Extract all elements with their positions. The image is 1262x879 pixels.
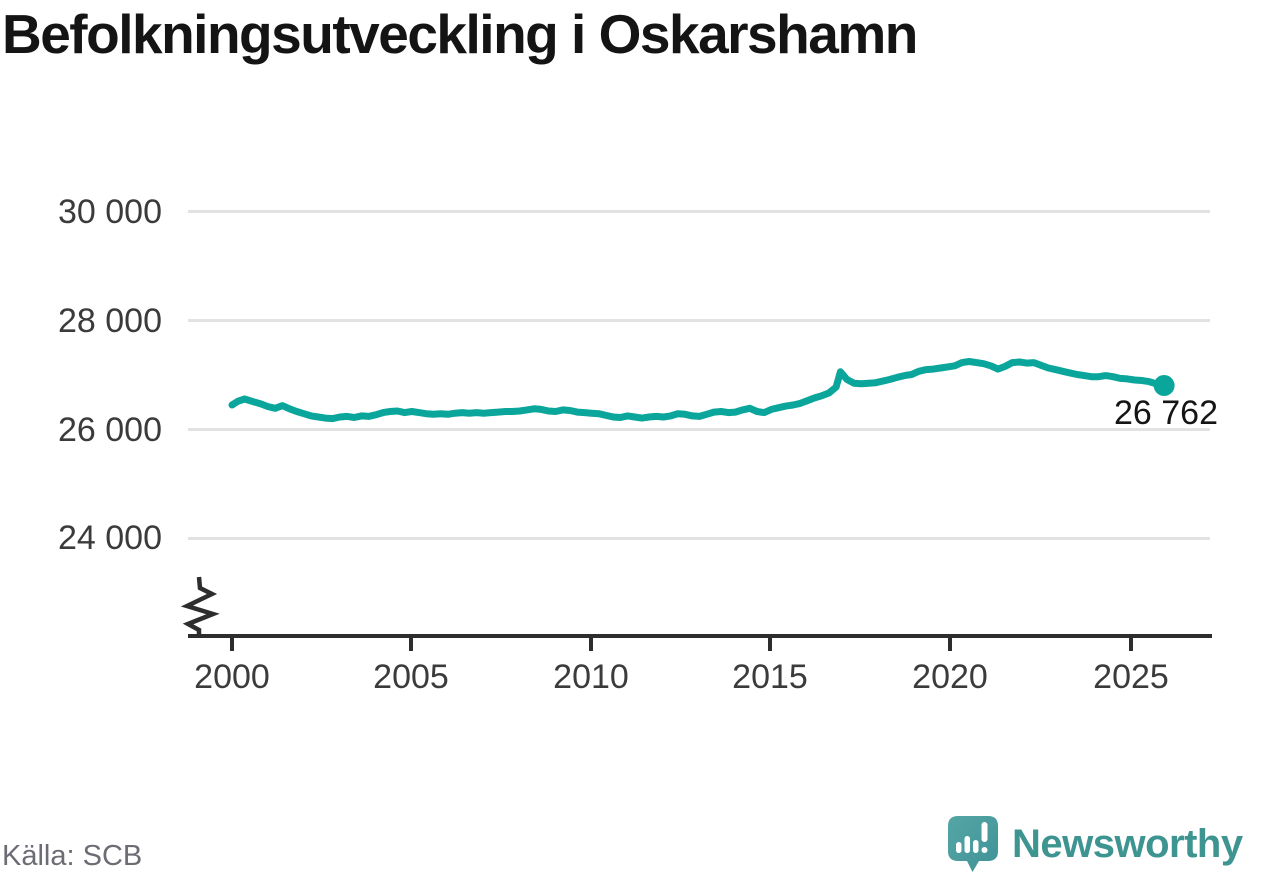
x-tick-2020 [948, 637, 952, 651]
bar-icon-1 [956, 842, 962, 853]
y-tick-label: 24 000 [58, 519, 162, 557]
population-series-line [228, 358, 1168, 423]
gridline-24000 [188, 537, 1210, 540]
x-tick-label: 2015 [732, 658, 808, 696]
y-tick-label: 30 000 [58, 193, 162, 231]
source-note: Källa: SCB [2, 840, 143, 872]
x-tick-2015 [768, 637, 772, 651]
exclamation-bar-icon [981, 822, 988, 842]
x-tick-2005 [409, 637, 413, 651]
x-tick-2010 [589, 637, 593, 651]
brand-name: Newsworthy [1012, 822, 1243, 866]
x-tick-2025 [1129, 637, 1133, 651]
x-tick-label: 2020 [912, 658, 988, 696]
latest-value-dot [1153, 375, 1175, 396]
bar-icon-2 [964, 836, 970, 853]
y-axis-break-icon [180, 576, 220, 636]
newsworthy-logo-icon [948, 816, 998, 872]
y-tick-label: 26 000 [58, 411, 162, 449]
y-tick-label: 28 000 [58, 302, 162, 340]
bar-icon-3 [973, 840, 979, 853]
x-tick-label: 2005 [373, 658, 449, 696]
chart-title: Befolkningsutveckling i Oskarshamn [2, 3, 918, 65]
gridline-26000 [188, 428, 1210, 431]
x-tick-label: 2000 [194, 658, 270, 696]
latest-value-label: 26 762 [1114, 394, 1218, 432]
newsworthy-brand: Newsworthy [946, 814, 1243, 874]
gridline-28000 [188, 319, 1210, 322]
x-tick-label: 2025 [1093, 658, 1169, 696]
x-axis-line [188, 634, 1212, 638]
x-tick-label: 2010 [553, 658, 629, 696]
gridline-30000 [188, 210, 1210, 213]
exclamation-dot-icon [981, 847, 988, 853]
x-tick-2000 [230, 637, 234, 651]
